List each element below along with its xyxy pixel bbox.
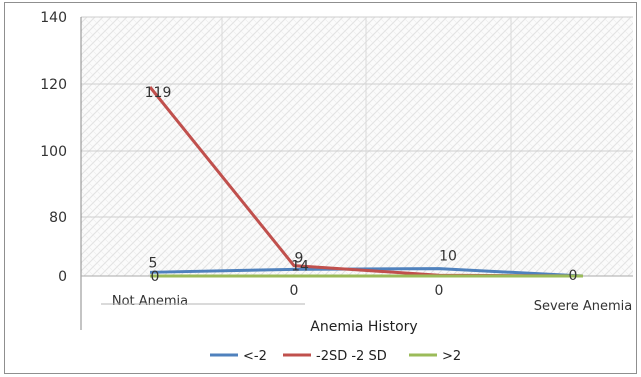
y-tick-label: 80 <box>49 210 67 226</box>
legend-label: >2 <box>442 349 461 364</box>
legend-label: <-2 <box>243 349 267 364</box>
y-tick-label: 100 <box>40 144 67 160</box>
y-tick-label: 120 <box>40 77 67 93</box>
data-label: 119 <box>145 85 172 101</box>
data-label: 10 <box>439 249 457 265</box>
category-clip-mask <box>100 305 210 315</box>
data-label: 0 <box>569 268 578 284</box>
y-tick-label: 0 <box>58 269 67 285</box>
x-axis-title: Anemia History <box>310 319 417 335</box>
plot-area <box>81 17 633 276</box>
data-label: 14 <box>291 259 309 275</box>
legend-item: >2 <box>409 349 461 364</box>
data-label: 5 <box>149 255 158 271</box>
data-labels: 5 9 10 0 119 14 0 <box>145 85 578 285</box>
y-tick-label: 140 <box>40 10 67 26</box>
legend-item: <-2 <box>210 349 267 364</box>
legend-item: -2SD -2 SD <box>283 349 387 364</box>
x-category-label: Severe Anemia <box>534 299 633 314</box>
x-value-label: 0 <box>435 283 444 299</box>
x-value-label: 0 <box>290 283 299 299</box>
data-label: 0 <box>151 269 160 285</box>
series-lines <box>148 86 584 278</box>
legend: <-2 -2SD -2 SD >2 <box>210 349 461 364</box>
data-label: 9 <box>295 250 304 266</box>
legend-label: -2SD -2 SD <box>316 349 387 364</box>
